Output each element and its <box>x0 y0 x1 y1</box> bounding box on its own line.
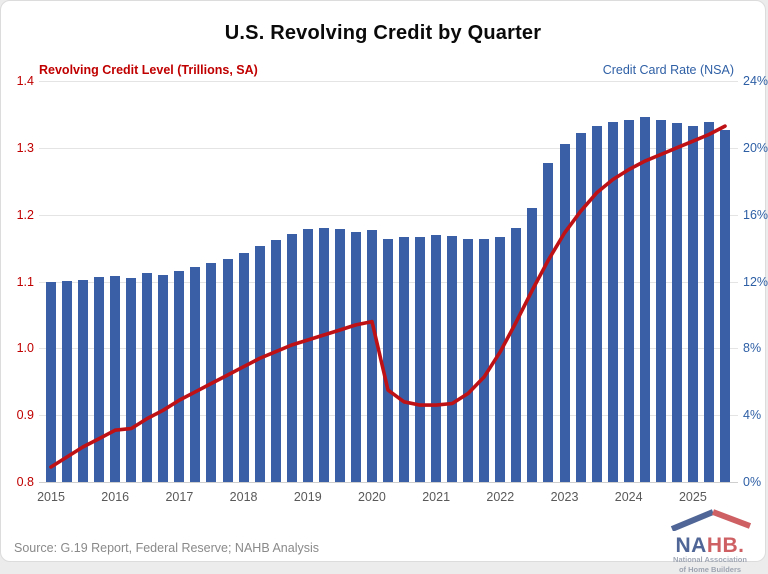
line-series <box>43 81 733 482</box>
right-tick-label: 20% <box>743 140 768 156</box>
chart-card: U.S. Revolving Credit by Quarter Revolvi… <box>0 0 766 562</box>
left-tick-label: 1.0 <box>1 340 34 356</box>
left-tick-label: 1.4 <box>1 73 34 89</box>
year-label: 2018 <box>224 490 264 504</box>
left-tick-label: 1.1 <box>1 274 34 290</box>
left-axis-title: Revolving Credit Level (Trillions, SA) <box>39 63 258 77</box>
year-label: 2021 <box>416 490 456 504</box>
left-tick-label: 0.9 <box>1 407 34 423</box>
right-tick-label: 4% <box>743 407 768 423</box>
chart-title: U.S. Revolving Credit by Quarter <box>1 22 765 45</box>
credit-card-rate-line <box>51 126 725 467</box>
source-note: Source: G.19 Report, Federal Reserve; NA… <box>14 541 319 555</box>
year-label: 2017 <box>159 490 199 504</box>
year-label: 2022 <box>480 490 520 504</box>
left-tick-label: 1.2 <box>1 207 34 223</box>
right-tick-label: 8% <box>743 340 768 356</box>
nahb-na: NA <box>675 534 706 557</box>
year-label: 2019 <box>288 490 328 504</box>
nahb-subtitle-1: National Association <box>664 556 756 565</box>
right-tick-label: 12% <box>743 274 768 290</box>
left-tick-label: 0.8 <box>1 474 34 490</box>
year-label: 2025 <box>673 490 713 504</box>
nahb-roof-icon <box>664 507 756 531</box>
nahb-wordmark: NAHB. <box>664 536 756 555</box>
year-label: 2016 <box>95 490 135 504</box>
right-tick-label: 0% <box>743 474 768 490</box>
year-label: 2023 <box>545 490 585 504</box>
year-label: 2015 <box>31 490 71 504</box>
nahb-logo: NAHB. National Association of Home Build… <box>664 507 756 559</box>
right-axis-title: Credit Card Rate (NSA) <box>603 63 734 77</box>
right-tick-label: 24% <box>743 73 768 89</box>
left-tick-label: 1.3 <box>1 140 34 156</box>
nahb-hb: HB. <box>707 534 745 557</box>
right-tick-label: 16% <box>743 207 768 223</box>
plot-area <box>39 81 738 483</box>
year-label: 2024 <box>609 490 649 504</box>
year-label: 2020 <box>352 490 392 504</box>
